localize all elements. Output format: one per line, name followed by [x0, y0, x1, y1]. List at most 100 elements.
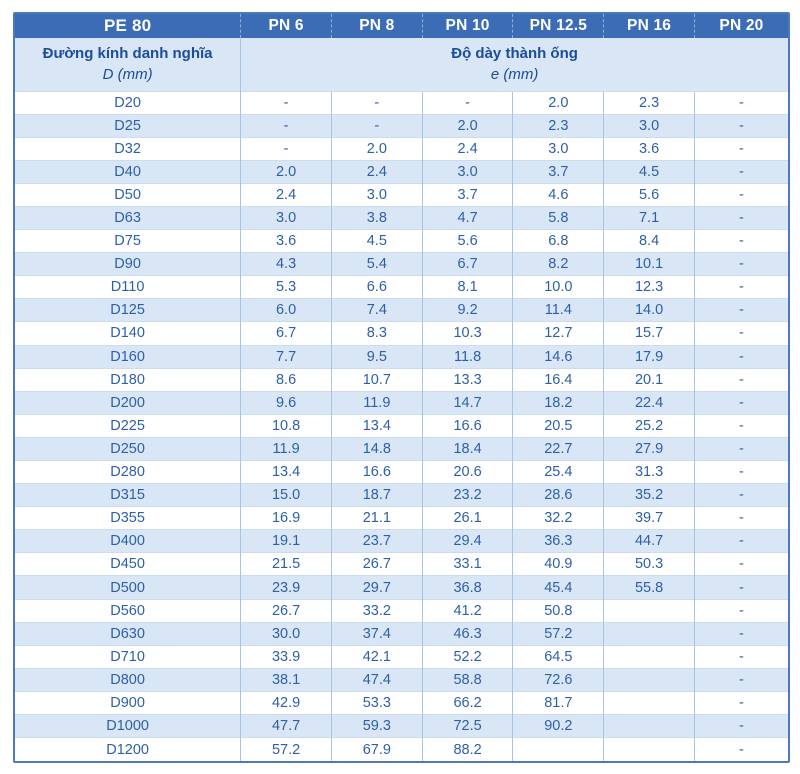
pn-column-header: PN 10 — [421, 14, 513, 38]
diameter-header-unit: D (mm) — [102, 65, 153, 83]
thickness-cell: 22.4 — [603, 390, 695, 415]
thickness-cell: 21.1 — [330, 506, 423, 530]
thickness-cell: - — [693, 483, 788, 507]
thickness-cell — [512, 737, 604, 761]
thickness-cell: 9.2 — [421, 298, 513, 322]
diameter-cell: D140 — [15, 321, 241, 346]
thickness-cell: 23.7 — [330, 529, 423, 553]
thickness-cell: 57.2 — [240, 737, 332, 761]
thickness-cell: 8.3 — [330, 321, 423, 346]
thickness-cell: 4.5 — [330, 229, 423, 253]
diameter-cell: D225 — [15, 413, 241, 438]
thickness-cell: 7.7 — [240, 344, 332, 369]
thickness-cell: 2.3 — [512, 113, 604, 138]
thickness-cell: 10.1 — [603, 252, 695, 276]
thickness-cell: 30.0 — [240, 621, 332, 646]
thickness-cell: 18.7 — [330, 483, 423, 507]
thickness-cell: 16.6 — [421, 413, 513, 438]
thickness-cell: 14.6 — [512, 344, 604, 369]
thickness-cell: 50.3 — [603, 552, 695, 576]
thickness-cell: 32.2 — [512, 506, 604, 530]
thickness-cell: 16.9 — [240, 506, 332, 530]
thickness-cell: - — [693, 90, 788, 115]
diameter-cell: D800 — [15, 667, 241, 692]
thickness-cell: 8.1 — [421, 275, 513, 299]
table-row: D225 10.8 13.4 16.6 20.5 25.2- — [15, 413, 788, 438]
table-row: D40 2.0 2.4 3.0 3.7 4.5- — [15, 159, 788, 184]
thickness-cell: - — [240, 90, 332, 115]
thickness-cell: 39.7 — [603, 506, 695, 530]
thickness-cell: - — [330, 113, 423, 138]
table-row: D560 26.7 33.2 41.2 50.8 - — [15, 598, 788, 623]
pn-column-header: PN 6 — [240, 14, 332, 38]
diameter-cell: D250 — [15, 436, 241, 461]
thickness-cell: 8.6 — [240, 367, 332, 392]
thickness-cell: 5.6 — [603, 182, 695, 207]
diameter-cell: D75 — [15, 229, 241, 253]
diameter-cell: D200 — [15, 390, 241, 415]
thickness-cell — [603, 598, 695, 623]
diameter-cell: D315 — [15, 483, 241, 507]
thickness-cell: 21.5 — [240, 552, 332, 576]
thickness-cell: 5.6 — [421, 229, 513, 253]
table-row: D20- - -2.0 2.3- — [15, 90, 788, 115]
thickness-cell: 3.0 — [603, 113, 695, 138]
thickness-cell: - — [421, 90, 513, 115]
thickness-cell: 31.3 — [603, 459, 695, 484]
table-row: D450 21.5 26.7 33.1 40.9 50.3- — [15, 552, 788, 576]
thickness-cell: 28.6 — [512, 483, 604, 507]
thickness-cell: 23.2 — [421, 483, 513, 507]
thickness-cell: 36.3 — [512, 529, 604, 553]
thickness-cell: 53.3 — [330, 690, 423, 715]
thickness-cell — [603, 714, 695, 738]
thickness-cell: - — [693, 182, 788, 207]
thickness-cell: 6.7 — [421, 252, 513, 276]
thickness-cell: 15.7 — [603, 321, 695, 346]
table-row: D630 30.0 37.4 46.3 57.2 - — [15, 621, 788, 646]
thickness-cell: 11.9 — [330, 390, 423, 415]
thickness-cell: 25.4 — [512, 459, 604, 484]
thickness-cell: 3.0 — [330, 182, 423, 207]
thickness-cell: - — [693, 367, 788, 392]
thickness-cell: - — [693, 275, 788, 299]
thickness-cell: 3.0 — [421, 159, 513, 184]
table-row: D140 6.7 8.3 10.3 12.7 15.7- — [15, 321, 788, 346]
diameter-cell: D355 — [15, 506, 241, 530]
thickness-cell: 52.2 — [421, 644, 513, 669]
thickness-cell: 7.4 — [330, 298, 423, 322]
thickness-cell: 6.0 — [240, 298, 332, 322]
thickness-cell: - — [240, 136, 332, 161]
thickness-cell: 47.7 — [240, 714, 332, 738]
thickness-cell: 16.4 — [512, 367, 604, 392]
thickness-cell: - — [693, 321, 788, 346]
thickness-cell: 57.2 — [512, 621, 604, 646]
table-row: D250 11.9 14.8 18.4 22.7 27.9- — [15, 436, 788, 461]
thickness-cell: 25.2 — [603, 413, 695, 438]
thickness-cell: 16.6 — [330, 459, 423, 484]
thickness-cell: - — [693, 113, 788, 138]
thickness-cell: - — [693, 136, 788, 161]
diameter-cell: D900 — [15, 690, 241, 715]
table-row: D200 9.6 11.9 14.7 18.2 22.4- — [15, 390, 788, 415]
thickness-cell: 3.7 — [421, 182, 513, 207]
diameter-cell: D500 — [15, 575, 241, 600]
diameter-cell: D180 — [15, 367, 241, 392]
thickness-cell: 3.0 — [512, 136, 604, 161]
thickness-cell: 72.5 — [421, 714, 513, 738]
diameter-cell: D160 — [15, 344, 241, 369]
thickness-cell: - — [693, 298, 788, 322]
thickness-header-title: Độ dày thành ống — [451, 45, 578, 63]
diameter-cell: D1000 — [15, 714, 241, 738]
thickness-cell: 81.7 — [512, 690, 604, 715]
diameter-cell: D450 — [15, 552, 241, 576]
thickness-cell: 3.6 — [240, 229, 332, 253]
thickness-cell: - — [693, 344, 788, 369]
pn-column-header: PN 16 — [603, 14, 695, 38]
thickness-cell: 11.9 — [240, 436, 332, 461]
thickness-cell: - — [693, 690, 788, 715]
subheader-row: Đường kính danh nghĩa D (mm) Độ dày thàn… — [15, 38, 788, 91]
pe80-pipe-spec-table: PE 80 PN 6 PN 8 PN 10 PN 12.5 PN 16 PN 20 Đườ… — [15, 14, 788, 761]
diameter-cell: D63 — [15, 205, 241, 230]
thickness-cell: - — [693, 459, 788, 484]
thickness-cell: 50.8 — [512, 598, 604, 623]
